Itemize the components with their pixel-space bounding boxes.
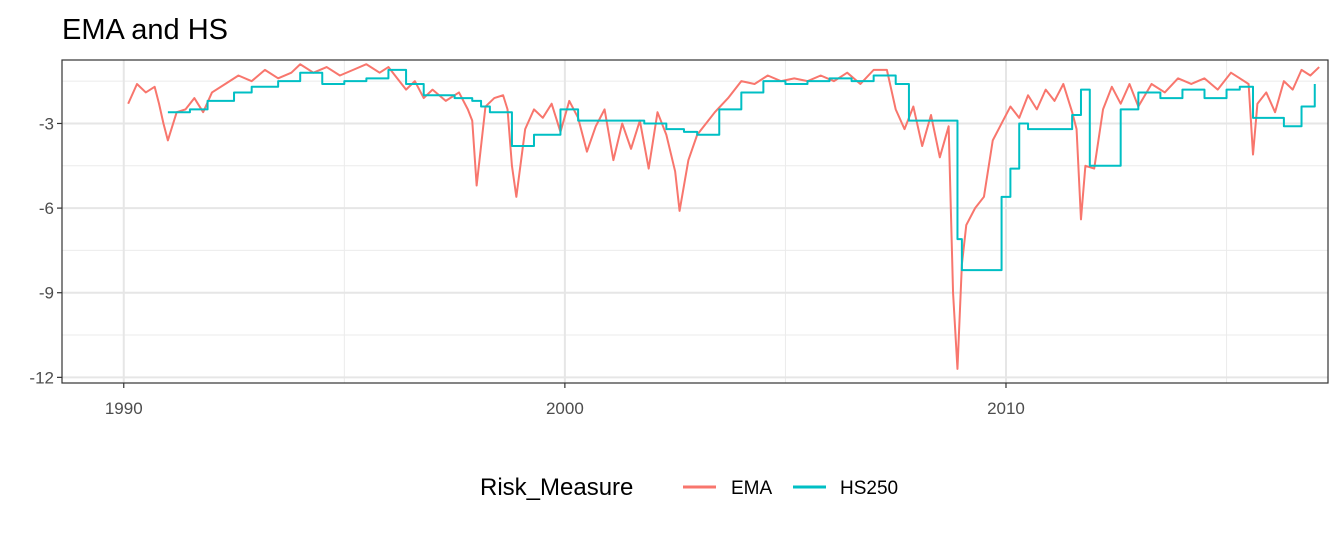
x-tick-label: 2010 xyxy=(987,399,1025,418)
plot-panel-border xyxy=(61,59,1329,384)
legend-title: Risk_Measure xyxy=(480,474,633,501)
y-tick-label: -9 xyxy=(39,284,54,303)
legend-label-hs250: HS250 xyxy=(840,478,898,499)
x-axis: 1990 2000 2010 xyxy=(105,383,1025,418)
y-tick-label: -12 xyxy=(29,368,54,387)
series-line-ema xyxy=(127,63,1320,370)
chart-title: EMA and HS xyxy=(62,14,228,46)
y-axis: -3 -6 -9 -12 xyxy=(29,114,62,387)
plot-panel-background xyxy=(62,60,1328,383)
x-tick-label: 1990 xyxy=(105,399,143,418)
y-tick-label: -3 xyxy=(39,114,54,133)
legend-label-ema: EMA xyxy=(731,478,773,499)
x-tick-label: 2000 xyxy=(546,399,584,418)
legend: Risk_Measure EMA HS250 xyxy=(480,474,898,501)
y-tick-label: -6 xyxy=(39,199,54,218)
series-line-hs250 xyxy=(167,68,1316,272)
series-layer xyxy=(127,63,1320,370)
grid-minor xyxy=(62,60,1328,383)
